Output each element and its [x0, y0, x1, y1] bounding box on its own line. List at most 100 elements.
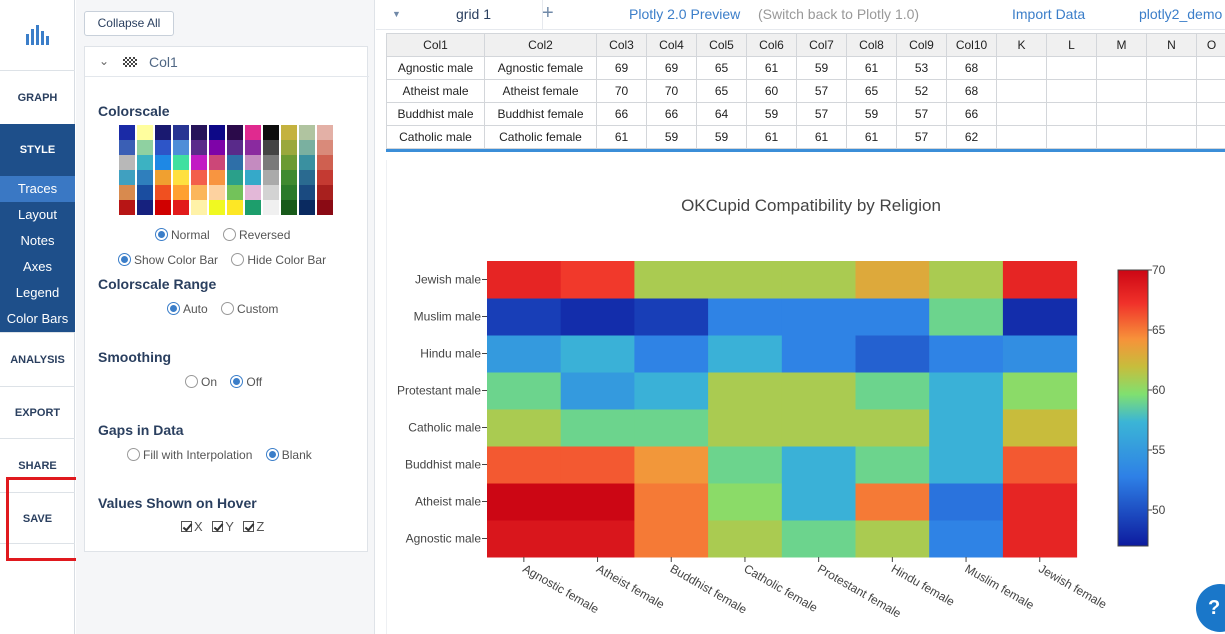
grid-cell[interactable]: 61 — [746, 56, 797, 80]
colorscale-palette[interactable] — [119, 125, 335, 215]
grid-column-header[interactable]: Col5 — [696, 33, 747, 57]
grid-cell[interactable] — [996, 79, 1047, 103]
grid-cell[interactable]: 61 — [596, 125, 647, 149]
grid-cell[interactable]: Atheist male — [386, 79, 485, 103]
grid-cell[interactable] — [1046, 56, 1097, 80]
grid-cell[interactable]: Agnostic female — [484, 56, 597, 80]
subnav-color-bars[interactable]: Color Bars — [6, 311, 69, 326]
auto-radio[interactable] — [167, 302, 180, 315]
grid-cell[interactable] — [1046, 79, 1097, 103]
grid-cell[interactable]: 57 — [796, 102, 847, 126]
plus-icon[interactable]: + — [542, 2, 554, 24]
reversed-option[interactable]: Reversed — [223, 228, 290, 242]
grid-cell[interactable]: 57 — [896, 125, 947, 149]
hide-color-bar-radio[interactable] — [231, 253, 245, 266]
grid-cell[interactable] — [1096, 79, 1147, 103]
palette-option[interactable] — [299, 125, 317, 215]
grid-cell[interactable]: 69 — [646, 56, 697, 80]
grid-cell[interactable] — [1146, 79, 1197, 103]
switch-back-link[interactable]: (Switch back to Plotly 1.0) — [758, 6, 920, 22]
palette-option[interactable] — [245, 125, 263, 215]
grid-cell[interactable] — [1096, 56, 1147, 80]
hover-y-option[interactable]: Y — [212, 519, 234, 534]
fill-interpolation-option[interactable]: Fill with Interpolation — [127, 448, 252, 462]
grid-cell[interactable] — [1146, 125, 1197, 149]
grid-cell[interactable]: 59 — [696, 125, 747, 149]
grid-cell[interactable]: 57 — [896, 102, 947, 126]
smoothing-on-radio[interactable] — [185, 375, 198, 388]
grid-cell[interactable]: Buddhist female — [484, 102, 597, 126]
grid-column-header[interactable]: Col6 — [746, 33, 797, 57]
palette-option[interactable] — [137, 125, 155, 215]
grid-cell[interactable]: 66 — [646, 102, 697, 126]
palette-option[interactable] — [155, 125, 173, 215]
grid-cell[interactable] — [1196, 102, 1225, 126]
grid-cell[interactable]: 59 — [746, 102, 797, 126]
grid-cell[interactable]: 68 — [946, 79, 997, 103]
grid-cell[interactable]: Catholic female — [484, 125, 597, 149]
grid-cell[interactable] — [1096, 102, 1147, 126]
grid-column-header[interactable]: Col3 — [596, 33, 647, 57]
grid-cell[interactable] — [1096, 125, 1147, 149]
grid-divider[interactable] — [386, 149, 1225, 152]
grid-cell[interactable] — [996, 56, 1047, 80]
show-color-bar-radio[interactable] — [118, 253, 131, 266]
grid-column-header[interactable]: Col4 — [646, 33, 697, 57]
grid-cell[interactable] — [1146, 102, 1197, 126]
grid-cell[interactable] — [1196, 125, 1225, 149]
grid-column-header[interactable]: K — [996, 33, 1047, 57]
custom-option[interactable]: Custom — [221, 302, 278, 316]
palette-option[interactable] — [173, 125, 191, 215]
palette-option[interactable] — [227, 125, 245, 215]
normal-option[interactable]: Normal — [155, 228, 210, 242]
palette-option[interactable] — [119, 125, 137, 215]
grid-cell[interactable]: Buddhist male — [386, 102, 485, 126]
grid-column-header[interactable]: Col10 — [946, 33, 997, 57]
grid-cell[interactable]: 65 — [846, 79, 897, 103]
grid-cell[interactable] — [1046, 125, 1097, 149]
hover-z-checkbox[interactable] — [243, 521, 255, 532]
palette-option[interactable] — [317, 125, 335, 215]
grid-cell[interactable]: 64 — [696, 102, 747, 126]
grid-cell[interactable]: 59 — [846, 102, 897, 126]
grid-column-header[interactable]: Col9 — [896, 33, 947, 57]
grid-column-header[interactable]: Col1 — [386, 33, 485, 57]
grid-cell[interactable]: 70 — [646, 79, 697, 103]
grid-cell[interactable]: 53 — [896, 56, 947, 80]
grid-cell[interactable]: Agnostic male — [386, 56, 485, 80]
grid-cell[interactable]: 61 — [846, 56, 897, 80]
user-menu[interactable]: plotly2_demo — [1139, 6, 1223, 22]
smoothing-off-option[interactable]: Off — [230, 375, 262, 389]
subnav-layout[interactable]: Layout — [17, 207, 58, 222]
subnav-traces[interactable]: Traces — [0, 176, 75, 202]
grid-cell[interactable]: 61 — [746, 125, 797, 149]
grid-cell[interactable]: 65 — [696, 79, 747, 103]
grid-column-header[interactable]: Col7 — [796, 33, 847, 57]
subnav-legend[interactable]: Legend — [15, 285, 60, 300]
nav-graph[interactable]: GRAPH — [0, 70, 75, 124]
grid-column-header[interactable]: Col8 — [846, 33, 897, 57]
hover-z-option[interactable]: Z — [243, 519, 264, 534]
trace-header[interactable]: ⌄ Col1 — [85, 47, 369, 77]
hover-y-checkbox[interactable] — [212, 521, 224, 532]
grid-column-header[interactable]: M — [1096, 33, 1147, 57]
chevron-down-icon[interactable]: ⌄ — [99, 54, 110, 68]
grid-cell[interactable]: 60 — [746, 79, 797, 103]
subnav-notes[interactable]: Notes — [20, 233, 55, 248]
grid-cell[interactable]: Catholic male — [386, 125, 485, 149]
palette-option[interactable] — [209, 125, 227, 215]
nav-style[interactable]: STYLE — [0, 124, 75, 176]
grid-cell[interactable]: 61 — [846, 125, 897, 149]
smoothing-on-option[interactable]: On — [185, 375, 217, 389]
blank-option[interactable]: Blank — [265, 448, 312, 462]
smoothing-off-radio[interactable] — [230, 375, 244, 388]
grid-cell[interactable]: 52 — [896, 79, 947, 103]
hover-x-option[interactable]: X — [181, 519, 203, 534]
grid-column-header[interactable]: L — [1046, 33, 1097, 57]
grid-tab[interactable]: grid 1 — [456, 6, 492, 22]
grid-cell[interactable]: Atheist female — [484, 79, 597, 103]
grid-cell[interactable]: 65 — [696, 56, 747, 80]
grid-column-header[interactable]: Col2 — [484, 33, 597, 57]
reversed-radio[interactable] — [223, 228, 237, 241]
grid-cell[interactable]: 68 — [946, 56, 997, 80]
